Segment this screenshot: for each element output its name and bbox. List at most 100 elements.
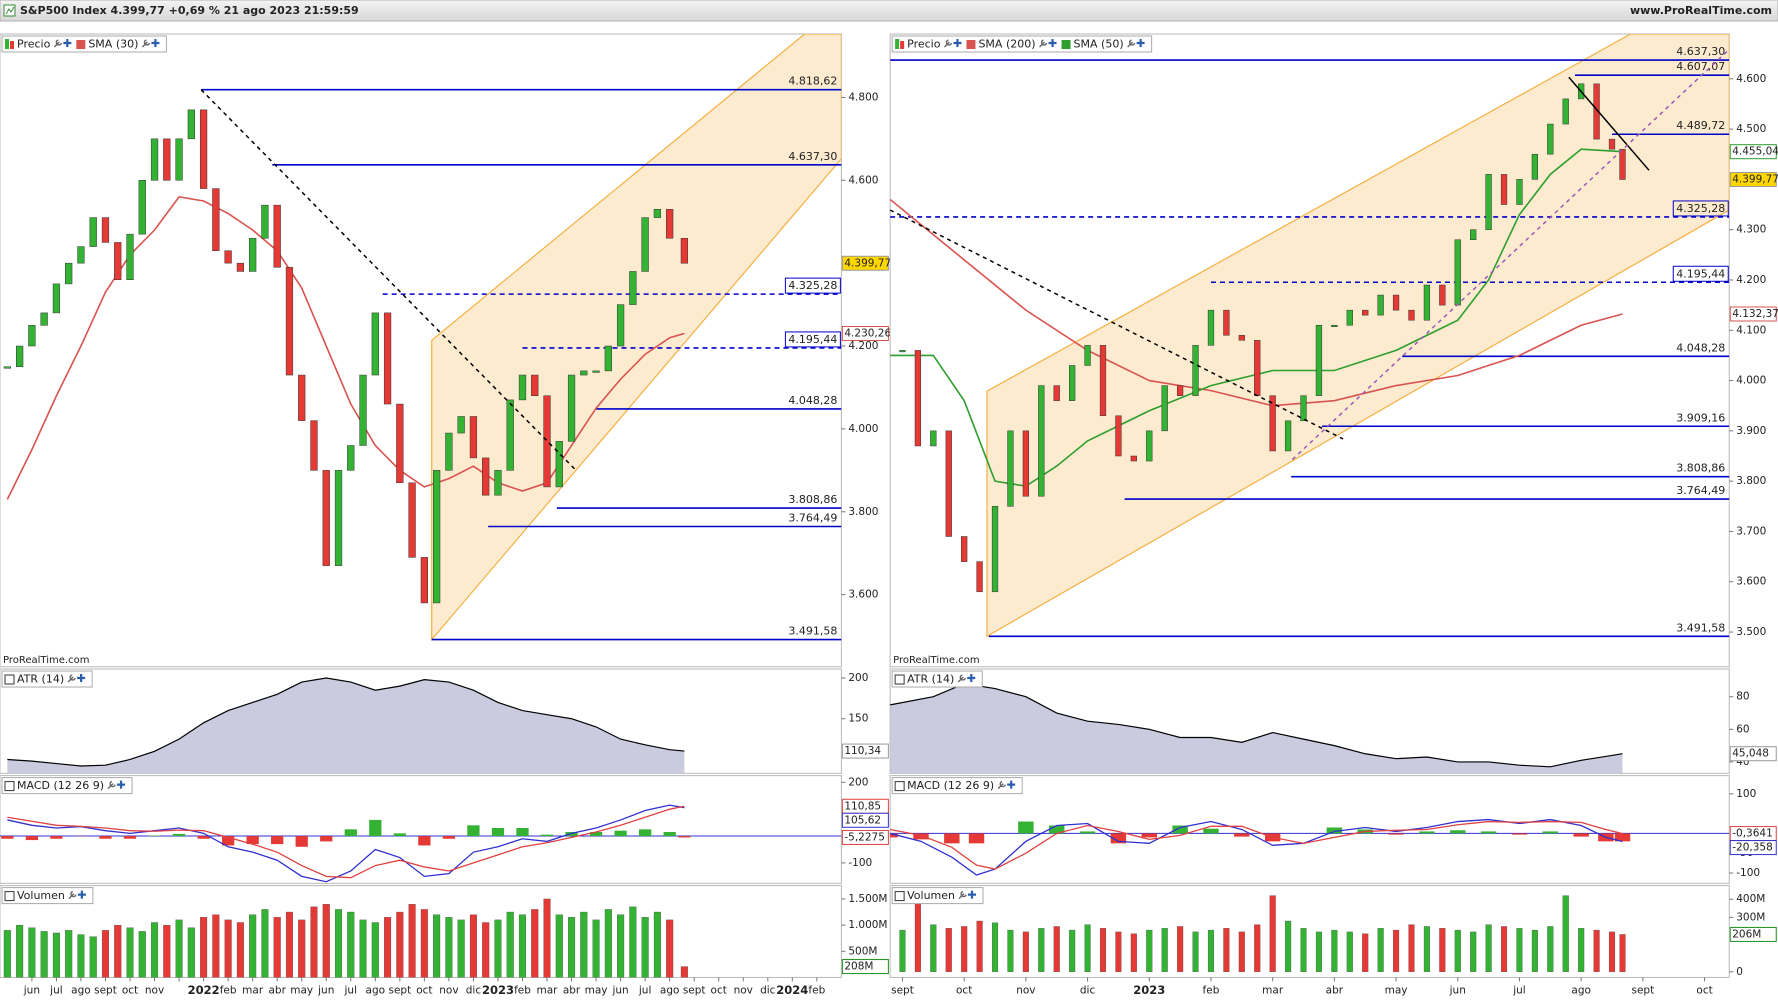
volume-bar xyxy=(310,906,318,978)
value-badge-label: 4.399,77 xyxy=(844,257,891,269)
legend-label[interactable]: Precio xyxy=(17,38,51,51)
price-level-label: 4.048,28 xyxy=(788,394,837,407)
histogram-bar xyxy=(50,836,63,839)
volume-bar xyxy=(1531,929,1538,972)
y-tick-label: 4.500 xyxy=(1736,123,1766,135)
price-level-label: 3.764,49 xyxy=(788,511,837,524)
legend-label[interactable]: ATR (14) xyxy=(17,673,64,686)
settings-icon[interactable] xyxy=(1039,39,1048,48)
candle xyxy=(1331,324,1338,327)
histogram-bar xyxy=(197,836,210,839)
settings-icon[interactable] xyxy=(997,780,1006,790)
candle xyxy=(1238,335,1245,341)
y-tick-label: 4.100 xyxy=(1736,324,1766,336)
candle xyxy=(457,416,465,434)
histogram-bar xyxy=(369,819,382,837)
x-tick-label: nov xyxy=(439,984,458,996)
price-level-label: 3.808,86 xyxy=(788,493,837,506)
settings-icon[interactable] xyxy=(957,674,966,683)
value-badge xyxy=(841,255,889,271)
candle xyxy=(1562,98,1569,125)
volume-bar xyxy=(200,917,208,978)
candle xyxy=(40,312,48,326)
candle xyxy=(236,262,245,272)
legend-label[interactable]: ATR (14) xyxy=(907,673,954,686)
candle xyxy=(1115,415,1122,457)
trend-line xyxy=(1568,76,1650,171)
histogram-bar xyxy=(540,834,554,837)
settings-icon[interactable] xyxy=(943,39,953,48)
add-icon[interactable] xyxy=(968,890,977,899)
add-icon[interactable] xyxy=(1007,780,1016,789)
histogram-bar xyxy=(25,836,39,841)
histogram-bar xyxy=(1326,827,1343,834)
legend: MACD (12 26 9) xyxy=(891,777,1023,795)
value-badge-label: -20,358 xyxy=(1732,842,1773,854)
add-icon[interactable] xyxy=(63,39,72,48)
legend-label[interactable]: SMA (200) xyxy=(978,38,1035,51)
x-tick-label: jul xyxy=(638,984,652,996)
histogram-bar xyxy=(614,830,627,837)
y-tick-label: 0 xyxy=(1736,966,1743,978)
candle xyxy=(1038,385,1045,497)
legend-label[interactable]: Precio xyxy=(907,38,941,51)
add-icon[interactable] xyxy=(1136,39,1145,48)
legend-label[interactable]: Volumen xyxy=(17,889,65,902)
add-icon[interactable] xyxy=(77,674,86,683)
candle xyxy=(126,233,134,280)
candle xyxy=(961,536,968,562)
add-icon[interactable] xyxy=(953,39,962,48)
value-badge-label: 208M xyxy=(844,961,873,973)
x-tick-label: ago xyxy=(71,984,91,996)
value-badge xyxy=(1729,746,1777,762)
price-level-label: 3.808,86 xyxy=(1676,462,1725,475)
legend-label[interactable]: Volumen xyxy=(907,889,955,902)
candle xyxy=(433,470,441,604)
add-icon[interactable] xyxy=(1048,39,1057,48)
candle xyxy=(187,109,195,140)
volume-bar xyxy=(1099,928,1107,972)
add-icon[interactable] xyxy=(77,890,86,899)
legend-label[interactable]: SMA (50) xyxy=(1074,38,1124,51)
volume-bar xyxy=(1362,933,1369,972)
value-badge-label: 4.132,37 xyxy=(1732,308,1778,320)
trend-line xyxy=(200,89,577,472)
settings-icon[interactable] xyxy=(67,674,76,683)
value-badge-label: 110,34 xyxy=(844,745,881,757)
header-site[interactable]: www.ProRealTime.com xyxy=(1630,4,1772,17)
candle xyxy=(445,432,453,471)
volume-bar xyxy=(1177,926,1184,972)
volume-bar xyxy=(1223,928,1230,972)
settings-icon[interactable] xyxy=(53,39,63,48)
volume-bar xyxy=(1593,929,1600,972)
candle xyxy=(976,561,983,593)
x-tick-label: nov xyxy=(145,984,164,996)
x-tick-label: ago xyxy=(366,984,386,996)
value-badge xyxy=(1729,840,1777,856)
settings-icon[interactable] xyxy=(141,39,151,48)
histogram-bar xyxy=(516,827,529,837)
candle xyxy=(77,246,85,264)
settings-icon[interactable] xyxy=(68,890,77,900)
y-tick-label: -100 xyxy=(848,857,872,869)
candle xyxy=(1377,294,1384,316)
macd-line xyxy=(7,805,685,879)
legend-label[interactable]: MACD (12 26 9) xyxy=(907,779,994,792)
legend-label[interactable]: MACD (12 26 9) xyxy=(17,779,104,792)
volume-bar xyxy=(1285,920,1292,972)
settings-icon[interactable] xyxy=(1127,39,1136,48)
add-icon[interactable] xyxy=(117,780,126,789)
settings-icon[interactable] xyxy=(958,890,967,900)
candle xyxy=(1516,179,1523,205)
add-icon[interactable] xyxy=(967,674,976,683)
candle xyxy=(1161,385,1168,432)
header-title: S&P500 Index 4.399,77 +0,69 % 21 ago 202… xyxy=(20,4,359,17)
histogram-bar xyxy=(1141,833,1157,838)
candle xyxy=(150,138,159,181)
watermark: ProRealTime.com xyxy=(3,655,89,666)
legend-label[interactable]: SMA (30) xyxy=(88,38,138,51)
volume-bar xyxy=(347,911,355,978)
x-tick-label: jul xyxy=(49,984,63,996)
add-icon[interactable] xyxy=(151,39,160,48)
settings-icon[interactable] xyxy=(107,780,116,790)
